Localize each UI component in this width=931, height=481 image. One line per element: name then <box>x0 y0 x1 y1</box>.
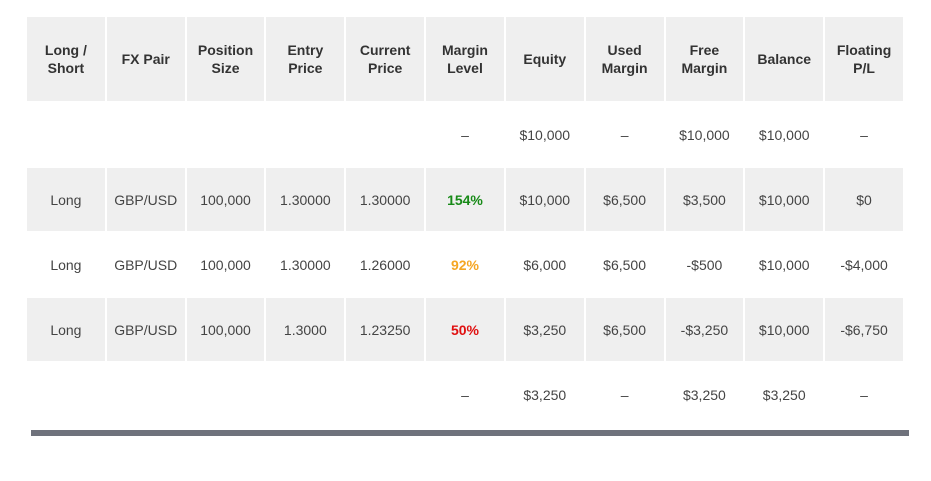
table-cell: 1.30000 <box>264 166 347 233</box>
bottom-rule <box>31 430 909 436</box>
header-cell: Balance <box>743 15 826 103</box>
table-cell: $10,000 <box>663 101 746 168</box>
table-cell: $3,250 <box>743 361 826 428</box>
header-cell: Free Margin <box>663 15 746 103</box>
table-cell: 154% <box>424 166 506 233</box>
table-cell: $3,250 <box>503 361 586 428</box>
table-row: Long GBP/USD 100,000 1.30000 1.30000 154% $10,… <box>25 166 905 233</box>
header-cell: FX Pair <box>104 15 187 103</box>
table-cell: -$4,000 <box>823 231 905 298</box>
table-row: – $3,250– $3,250 $3,250– <box>25 361 905 428</box>
table-cell <box>104 361 187 428</box>
header-row: Long / Short FX Pair Position Size Entry Pr… <box>25 15 905 103</box>
table-cell: $10,000 <box>743 166 826 233</box>
table-cell: $10,000 <box>503 101 586 168</box>
table-cell: $3,250 <box>503 296 586 363</box>
table-cell: 1.26000 <box>344 231 427 298</box>
table-body: – $10,000– $10,000 $10,000– Long GBP/USD 100,0… <box>25 101 905 428</box>
header-cell: Position Size <box>184 15 267 103</box>
table-cell: $3,500 <box>663 166 746 233</box>
table-cell: – <box>583 361 666 428</box>
table-row: Long GBP/USD 100,000 1.3000 1.23250 50% $3,250… <box>25 296 905 363</box>
table-cell: 92% <box>424 231 506 298</box>
table-cell: 1.30000 <box>344 166 427 233</box>
table-cell: GBP/USD <box>104 296 187 363</box>
table-cell: 1.30000 <box>264 231 347 298</box>
table-cell: $6,000 <box>503 231 586 298</box>
table-cell <box>344 101 427 168</box>
table-cell <box>104 101 187 168</box>
table-cell: 50% <box>424 296 506 363</box>
table-row: – $10,000– $10,000 $10,000– <box>25 101 905 168</box>
table-cell: – <box>823 361 905 428</box>
table-wrap: Long / Short FX Pair Position Size Entry Pr… <box>25 15 905 428</box>
table-cell: 100,000 <box>184 231 267 298</box>
table-row: Long GBP/USD 100,000 1.30000 1.26000 92% $6,00… <box>25 231 905 298</box>
table-cell: -$500 <box>663 231 746 298</box>
table-cell: $6,500 <box>583 231 666 298</box>
header-cell: Used Margin <box>583 15 666 103</box>
margin-table: Long / Short FX Pair Position Size Entry Pr… <box>25 15 905 428</box>
table-cell: Long <box>25 231 107 298</box>
header-cell: Entry Price <box>264 15 347 103</box>
table-cell: GBP/USD <box>104 231 187 298</box>
header-cell: Margin Level <box>424 15 506 103</box>
table-cell: GBP/USD <box>104 166 187 233</box>
table-cell <box>184 101 267 168</box>
table-cell: $10,000 <box>743 231 826 298</box>
header-cell: Floating P/L <box>823 15 905 103</box>
header-cell: Equity <box>503 15 586 103</box>
table-cell: Long <box>25 166 107 233</box>
table-cell: – <box>424 101 506 168</box>
table-cell <box>264 101 347 168</box>
table-cell: Long <box>25 296 107 363</box>
table-cell <box>184 361 267 428</box>
table-cell: $6,500 <box>583 296 666 363</box>
table-cell <box>25 101 107 168</box>
table-cell: 1.3000 <box>264 296 347 363</box>
table-cell: 100,000 <box>184 296 267 363</box>
table-cell: -$3,250 <box>663 296 746 363</box>
header-cell: Current Price <box>344 15 427 103</box>
table-cell: $10,000 <box>503 166 586 233</box>
table-cell: $10,000 <box>743 101 826 168</box>
table-cell: 100,000 <box>184 166 267 233</box>
table-cell <box>264 361 347 428</box>
table-cell: – <box>823 101 905 168</box>
table-cell <box>25 361 107 428</box>
table-cell: $0 <box>823 166 905 233</box>
table-cell: $6,500 <box>583 166 666 233</box>
table-head: Long / Short FX Pair Position Size Entry Pr… <box>25 15 905 103</box>
table-cell: – <box>424 361 506 428</box>
table-cell: 1.23250 <box>344 296 427 363</box>
table-cell: $10,000 <box>743 296 826 363</box>
table-cell: – <box>583 101 666 168</box>
table-cell: $3,250 <box>663 361 746 428</box>
table-cell: -$6,750 <box>823 296 905 363</box>
table-cell <box>344 361 427 428</box>
header-cell: Long / Short <box>25 15 107 103</box>
